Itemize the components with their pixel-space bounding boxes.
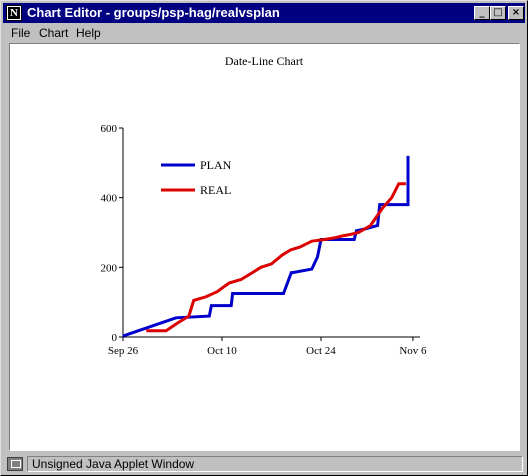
netscape-icon[interactable]: N (6, 5, 22, 21)
title-bar[interactable]: N Chart Editor - groups/psp-hag/realvspl… (3, 3, 525, 23)
y-tick-label: 0 (112, 332, 118, 344)
y-tick-label: 600 (101, 123, 118, 135)
x-tick-label: Nov 6 (399, 345, 427, 357)
window-title: Chart Editor - groups/psp-hag/realvsplan (27, 5, 280, 20)
status-text: Unsigned Java Applet Window (27, 456, 523, 472)
applet-warning-icon (7, 457, 23, 471)
legend-label-plan: PLAN (200, 158, 232, 172)
close-button[interactable]: × (508, 6, 524, 20)
menu-help[interactable]: Help (76, 26, 101, 40)
series-line-plan (122, 155, 410, 338)
date-line-chart: Date-Line Chart 0 200 400 600 Sep 26 Oct 10 Oct… (101, 54, 428, 357)
menu-file[interactable]: File (11, 26, 31, 40)
app-icon-letter: N (8, 7, 20, 19)
status-bar: Unsigned Java Applet Window (3, 454, 525, 474)
maximize-button[interactable]: □ (490, 6, 506, 20)
series-line-real (146, 182, 406, 333)
x-tick-label: Oct 10 (207, 345, 237, 357)
y-tick-label: 400 (101, 193, 118, 205)
minimize-button[interactable]: _ (474, 6, 490, 20)
x-tick-label: Sep 26 (108, 345, 139, 357)
legend-label-real: REAL (200, 183, 231, 197)
y-tick-label: 200 (101, 262, 118, 274)
chart-title: Date-Line Chart (225, 54, 304, 68)
menu-bar: File Chart Help (3, 24, 525, 42)
chart-panel: Date-Line Chart 0 200 400 600 Sep 26 Oct 10 Oct… (9, 43, 520, 451)
x-tick-label: Oct 24 (306, 345, 336, 357)
menu-chart[interactable]: Chart (39, 26, 69, 40)
